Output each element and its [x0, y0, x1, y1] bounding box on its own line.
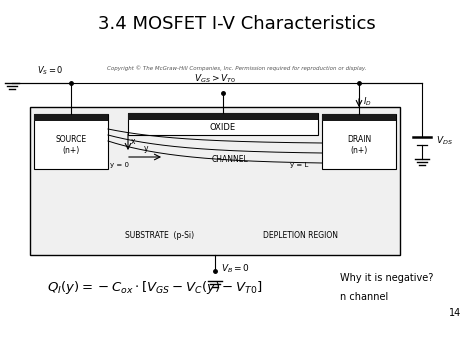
Text: $V_{GS} > V_{T0}$: $V_{GS} > V_{T0}$ — [194, 72, 236, 85]
Bar — [128, 113, 318, 120]
Text: $V_S = 0$: $V_S = 0$ — [37, 65, 64, 77]
Text: $Q_I(y) = -C_{ox} \cdot [V_{GS} - V_C(y) - V_{T0}]$: $Q_I(y) = -C_{ox} \cdot [V_{GS} - V_C(y)… — [47, 279, 263, 295]
Text: DRAIN
(n+): DRAIN (n+) — [347, 135, 371, 155]
Text: $I_D$: $I_D$ — [363, 96, 372, 108]
Bar — [34, 114, 108, 121]
Bar — [30, 107, 400, 255]
Text: OXIDE: OXIDE — [210, 123, 236, 132]
Bar — [128, 113, 318, 135]
Text: CHANNEL: CHANNEL — [211, 154, 248, 164]
Text: 14: 14 — [449, 308, 461, 318]
Text: Why it is negative?: Why it is negative? — [340, 273, 433, 283]
Text: SOURCE
(n+): SOURCE (n+) — [55, 135, 87, 155]
Text: $V_B = 0$: $V_B = 0$ — [221, 263, 250, 275]
Text: y = L: y = L — [290, 162, 309, 168]
Text: DEPLETION REGION: DEPLETION REGION — [263, 230, 337, 240]
Text: y = 0: y = 0 — [110, 162, 129, 168]
Bar — [322, 114, 396, 169]
Text: n channel: n channel — [340, 292, 388, 302]
Bar — [34, 114, 108, 169]
Text: $V_{DS}$: $V_{DS}$ — [436, 135, 453, 147]
Text: SUBSTRATE  (p-Si): SUBSTRATE (p-Si) — [125, 230, 194, 240]
Text: y: y — [144, 144, 148, 153]
Bar — [322, 114, 396, 121]
Text: Copyright © The McGraw-Hill Companies, Inc. Permission required for reproduction: Copyright © The McGraw-Hill Companies, I… — [107, 65, 367, 71]
Text: 3.4 MOSFET I-V Characteristics: 3.4 MOSFET I-V Characteristics — [98, 15, 376, 33]
Text: x: x — [131, 137, 136, 147]
